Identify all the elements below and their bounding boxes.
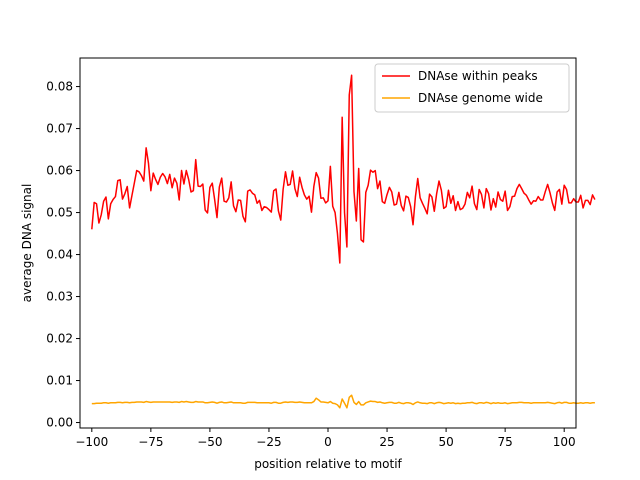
plot-lines xyxy=(91,74,596,409)
legend-label-dnase-within-peaks: DNAse within peaks xyxy=(418,69,538,83)
y-tick-label: 0.04 xyxy=(46,248,73,262)
x-tick-label: 25 xyxy=(379,435,394,449)
x-tick-label: 75 xyxy=(498,435,513,449)
legend: DNAse within peaks DNAse genome wide xyxy=(374,63,570,113)
x-tick-label: −25 xyxy=(256,435,281,449)
x-tick-label: 50 xyxy=(438,435,453,449)
x-axis: −100 −75 −50 −25 0 25 50 75 100 xyxy=(75,428,576,449)
x-tick-label: −50 xyxy=(197,435,222,449)
y-tick-label: 0.01 xyxy=(46,374,73,388)
y-tick-label: 0.05 xyxy=(46,206,73,220)
x-axis-label: position relative to motif xyxy=(254,457,402,471)
series-line-dnase-within-peaks xyxy=(91,74,596,264)
x-tick-label: 0 xyxy=(324,435,332,449)
y-tick-label: 0.02 xyxy=(46,332,73,346)
x-tick-label: −100 xyxy=(75,435,108,449)
x-tick-label: 100 xyxy=(553,435,576,449)
y-tick-label: 0.03 xyxy=(46,290,73,304)
series-line-dnase-genome-wide xyxy=(91,394,595,409)
y-axis-label: average DNA signal xyxy=(20,184,34,303)
y-tick-label: 0.06 xyxy=(46,164,73,178)
y-tick-label: 0.07 xyxy=(46,122,73,136)
y-tick-label: 0.08 xyxy=(46,80,73,94)
x-tick-label: −75 xyxy=(138,435,163,449)
legend-label-dnase-genome-wide: DNAse genome wide xyxy=(418,91,543,105)
y-tick-label: 0.00 xyxy=(46,416,73,430)
y-axis: 0.00 0.01 0.02 0.03 0.04 0.05 0.06 0.07 0.08 xyxy=(46,80,80,430)
legend-box xyxy=(374,63,570,113)
